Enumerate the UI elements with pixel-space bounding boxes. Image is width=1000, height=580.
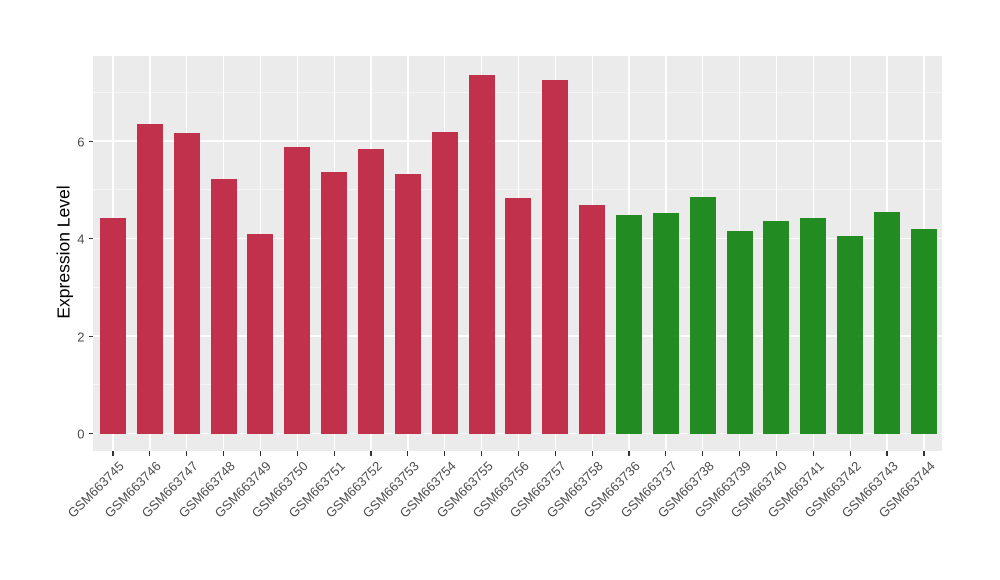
bar-GSM663742 (837, 236, 864, 434)
bar-GSM663736 (616, 214, 643, 434)
h-gridline-minor (93, 189, 942, 191)
x-tick-mark (407, 451, 409, 456)
x-tick-mark (923, 451, 925, 456)
bar-GSM663752 (358, 148, 385, 434)
bar-GSM663740 (763, 221, 790, 434)
bar-GSM663737 (652, 213, 679, 434)
bar-GSM663750 (284, 146, 311, 434)
y-tick-mark (88, 433, 93, 435)
y-tick-mark (88, 140, 93, 142)
h-gridline-major (93, 140, 942, 142)
x-tick-mark (481, 451, 483, 456)
bar-GSM663746 (136, 124, 163, 434)
x-tick-mark (739, 451, 741, 456)
x-tick-mark (296, 451, 298, 456)
x-tick-mark (149, 451, 151, 456)
y-axis-title: Expression Level (53, 185, 74, 319)
x-tick-mark (554, 451, 556, 456)
x-tick-mark (849, 451, 851, 456)
y-tick-label: 0 (77, 426, 85, 442)
x-tick-mark (222, 451, 225, 456)
bar-GSM663744 (910, 228, 937, 434)
y-tick-label: 2 (77, 329, 85, 345)
x-tick-mark (333, 451, 335, 456)
x-tick-mark (186, 451, 188, 456)
bar-GSM663743 (874, 211, 901, 434)
bar-GSM663741 (800, 217, 827, 434)
bar-GSM663748 (210, 178, 237, 434)
bar-GSM663738 (689, 196, 716, 434)
bar-GSM663745 (100, 217, 126, 434)
bar-GSM663756 (505, 198, 532, 434)
x-tick-mark (517, 451, 520, 456)
bar-GSM663758 (579, 204, 606, 434)
y-tick-label: 4 (77, 231, 85, 247)
h-gridline-major (93, 433, 942, 435)
x-tick-mark (775, 451, 778, 456)
y-tick-mark (88, 335, 93, 337)
bar-GSM663757 (542, 80, 569, 434)
x-tick-mark (444, 451, 446, 456)
x-tick-mark (259, 451, 262, 456)
y-tick-label: 6 (77, 134, 85, 150)
bar-GSM663751 (321, 171, 348, 434)
x-tick-mark (628, 451, 630, 456)
bar-GSM663747 (173, 132, 200, 434)
bar-GSM663754 (431, 131, 458, 434)
bar-GSM663749 (247, 234, 274, 434)
x-tick-mark (370, 451, 372, 456)
x-tick-mark (886, 451, 888, 456)
bar-GSM663753 (394, 174, 421, 434)
x-tick-mark (665, 451, 667, 456)
h-gridline-minor (93, 91, 942, 93)
x-tick-mark (812, 451, 814, 456)
y-tick-mark (88, 238, 93, 240)
x-tick-mark (591, 451, 593, 456)
x-tick-mark (112, 451, 114, 456)
bar-GSM663755 (468, 74, 495, 434)
x-tick-mark (702, 451, 704, 456)
plot-panel (93, 56, 942, 451)
bar-GSM663739 (726, 230, 753, 434)
